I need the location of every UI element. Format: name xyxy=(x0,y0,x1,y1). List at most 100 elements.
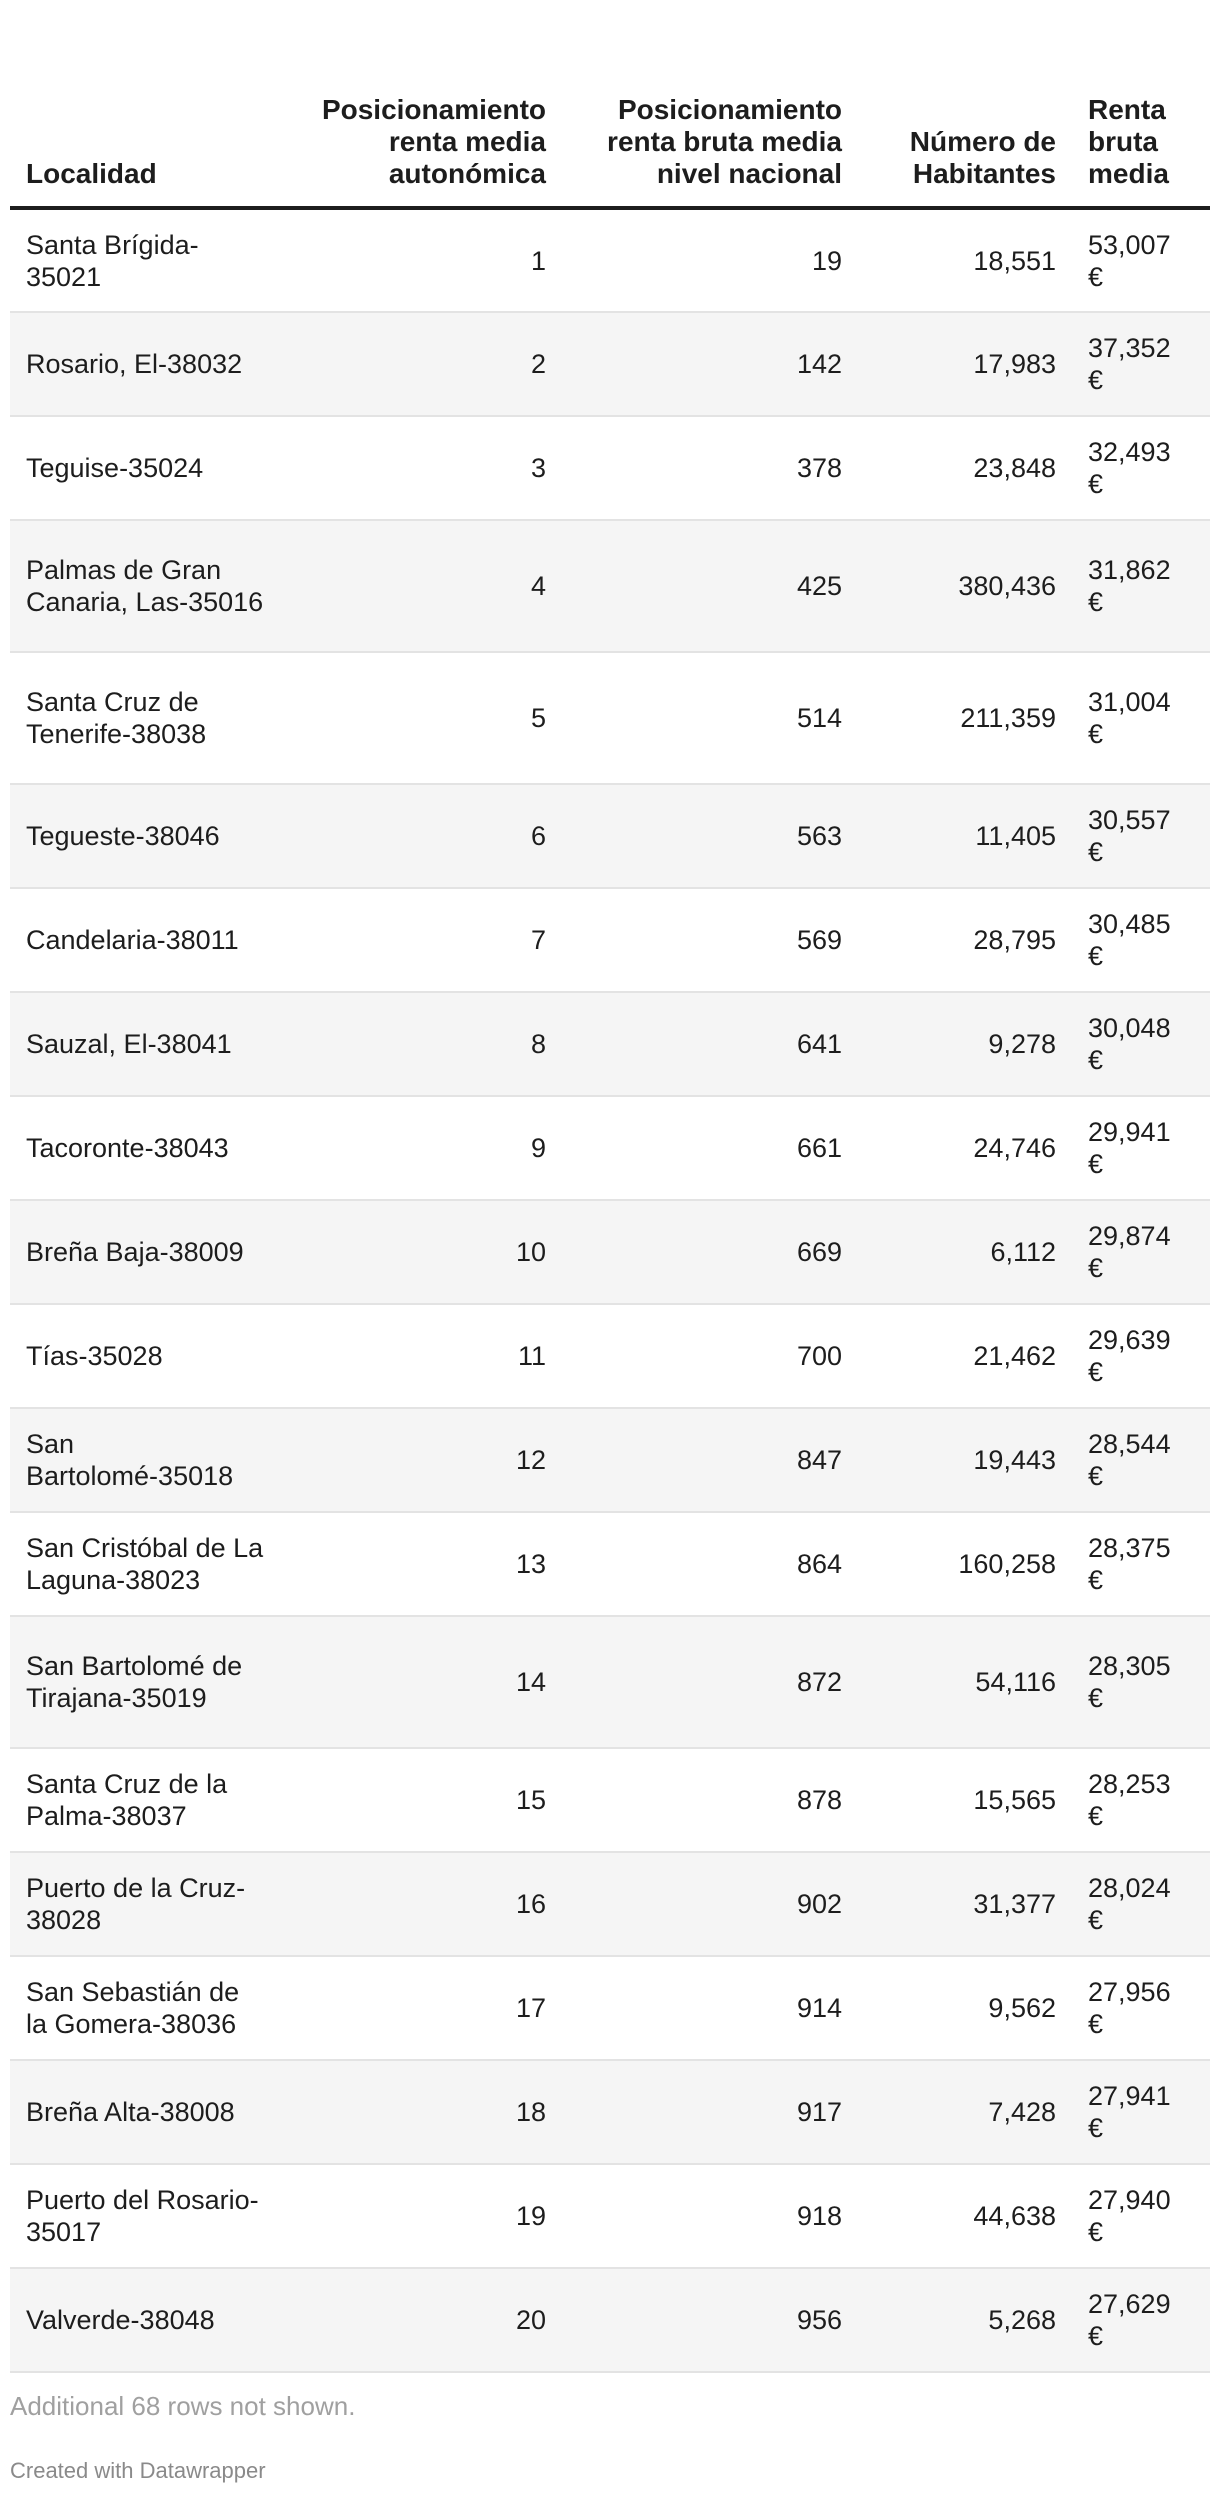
cell-localidad-text: Puerto de la Cruz-38028 xyxy=(26,1873,246,1935)
cell-localidad: Valverde-38048 xyxy=(10,2268,282,2372)
cell-pos-nacional: 918 xyxy=(796,2201,842,2231)
cell-renta-text: 27,629 € xyxy=(1088,2289,1171,2351)
cell-habitantes: 24,746 xyxy=(973,1133,1056,1163)
cell-localidad: Breña Alta-38008 xyxy=(10,2060,282,2164)
table-row: Sauzal, El-38041 8 641 9,278 30,048 € xyxy=(10,992,1210,1096)
cell-pos-autonomica: 12 xyxy=(515,1445,546,1475)
cell-localidad-text: San Bartolomé de Tirajana-35019 xyxy=(26,1651,243,1713)
header-row: Localidad Posicionamiento renta media au… xyxy=(10,0,1210,210)
cell-pos-autonomica: 1 xyxy=(530,245,546,276)
cell-pos-autonomica: 8 xyxy=(530,1029,546,1059)
cell-habitantes: 19,443 xyxy=(973,1445,1056,1475)
cell-pos-nacional: 902 xyxy=(796,1889,842,1919)
cell-renta: 30,485 € xyxy=(1072,888,1210,992)
column-header-pos-autonomica[interactable]: Posicionamiento renta media autonómica xyxy=(282,0,562,210)
cell-localidad: Tías-35028 xyxy=(10,1304,282,1408)
cell-localidad-text: Puerto del Rosario-35017 xyxy=(26,2185,259,2247)
cell-pos-autonomica: 15 xyxy=(515,1785,546,1815)
cell-localidad-text: Santa Brígida-35021 xyxy=(26,229,199,292)
table-row: San Bartolomé-35018 12 847 19,443 28,544 € xyxy=(10,1408,1210,1512)
column-header-localidad[interactable]: Localidad xyxy=(10,0,282,210)
cell-renta-text: 31,862 € xyxy=(1088,555,1171,617)
table-row: Teguise-35024 3 378 23,848 32,493 € xyxy=(10,416,1210,520)
cell-pos-nacional: 569 xyxy=(796,925,842,955)
cell-pos-nacional: 914 xyxy=(796,1993,842,2023)
table-row: Puerto del Rosario-35017 19 918 44,638 27,94… xyxy=(10,2164,1210,2268)
cell-localidad-text: Candelaria-38011 xyxy=(26,925,239,955)
cell-localidad-text: San Cristóbal de La Laguna-38023 xyxy=(26,1533,264,1595)
table-row: San Sebastián de la Gomera-38036 17 914 9,5… xyxy=(10,1956,1210,2060)
cell-pos-nacional: 847 xyxy=(796,1445,842,1475)
cell-renta-text: 28,253 € xyxy=(1088,1769,1171,1831)
cell-localidad-text: Santa Cruz de la Palma-38037 xyxy=(26,1769,228,1831)
cell-renta: 31,862 € xyxy=(1072,520,1210,652)
cell-renta: 30,557 € xyxy=(1072,784,1210,888)
table-container: Localidad Posicionamiento renta media au… xyxy=(10,0,1210,2484)
cell-renta: 37,352 € xyxy=(1072,312,1210,416)
cell-habitantes: 9,278 xyxy=(988,1029,1056,1059)
cell-localidad-text: Tegueste-38046 xyxy=(26,821,220,851)
cell-pos-autonomica: 5 xyxy=(530,703,546,733)
data-table: Localidad Posicionamiento renta media au… xyxy=(10,0,1210,2373)
cell-pos-autonomica: 10 xyxy=(515,1237,546,1267)
table-row: Tegueste-38046 6 563 11,405 30,557 € xyxy=(10,784,1210,888)
column-header-habitantes[interactable]: Número de Habitantes xyxy=(858,0,1072,210)
cell-habitantes: 211,359 xyxy=(960,703,1056,733)
cell-pos-autonomica: 13 xyxy=(515,1549,546,1579)
cell-pos-nacional: 661 xyxy=(796,1133,842,1163)
cell-localidad-text: Breña Alta-38008 xyxy=(26,2097,235,2127)
cell-pos-nacional: 425 xyxy=(796,571,842,601)
table-row: Puerto de la Cruz-38028 16 902 31,377 28,024… xyxy=(10,1852,1210,1956)
cell-renta-text: 30,485 € xyxy=(1088,909,1171,971)
cell-renta-text: 28,024 € xyxy=(1088,1873,1171,1935)
cell-renta: 27,941 € xyxy=(1072,2060,1210,2164)
table-body: Santa Brígida-35021 1 19 18,551 53,007 € Rosa… xyxy=(10,208,1210,2372)
cell-habitantes: 31,377 xyxy=(973,1889,1056,1919)
cell-localidad: Tacoronte-38043 xyxy=(10,1096,282,1200)
cell-renta-text: 30,557 € xyxy=(1088,805,1171,867)
cell-localidad: Candelaria-38011 xyxy=(10,888,282,992)
cell-localidad-text: Tías-35028 xyxy=(26,1341,163,1371)
cell-pos-autonomica: 18 xyxy=(515,2097,546,2127)
cell-pos-autonomica: 19 xyxy=(515,2201,546,2231)
cell-pos-nacional: 878 xyxy=(796,1785,842,1815)
cell-pos-autonomica: 14 xyxy=(515,1667,546,1697)
table-row: Palmas de Gran Canaria, Las-35016 4 425 380… xyxy=(10,520,1210,652)
cell-habitantes: 17,983 xyxy=(973,349,1056,379)
cell-renta-text: 27,940 € xyxy=(1088,2185,1171,2247)
cell-renta: 30,048 € xyxy=(1072,992,1210,1096)
cell-localidad: Breña Baja-38009 xyxy=(10,1200,282,1304)
cell-renta-text: 27,956 € xyxy=(1088,1977,1171,2039)
cell-renta-text: 28,544 € xyxy=(1088,1429,1171,1491)
table-row: Rosario, El-38032 2 142 17,983 37,352 € xyxy=(10,312,1210,416)
table-row: Candelaria-38011 7 569 28,795 30,485 € xyxy=(10,888,1210,992)
cell-renta-text: 29,639 € xyxy=(1088,1325,1171,1387)
table-row: Tacoronte-38043 9 661 24,746 29,941 € xyxy=(10,1096,1210,1200)
cell-renta-text: 28,305 € xyxy=(1088,1651,1171,1713)
cell-renta: 29,639 € xyxy=(1072,1304,1210,1408)
cell-localidad: Santa Brígida-35021 xyxy=(10,208,282,312)
cell-pos-autonomica: 3 xyxy=(530,453,546,483)
cell-pos-nacional: 700 xyxy=(796,1341,842,1371)
cell-localidad: Teguise-35024 xyxy=(10,416,282,520)
cell-habitantes: 11,405 xyxy=(975,821,1056,851)
cell-localidad: Tegueste-38046 xyxy=(10,784,282,888)
column-header-pos-nacional[interactable]: Posicionamiento renta bruta media nivel … xyxy=(562,0,858,210)
column-header-renta[interactable]: Renta bruta media xyxy=(1072,0,1210,210)
table-row: Valverde-38048 20 956 5,268 27,629 € xyxy=(10,2268,1210,2372)
cell-habitantes: 6,112 xyxy=(990,1237,1056,1267)
cell-localidad-text: Santa Cruz de Tenerife-38038 xyxy=(26,687,207,749)
cell-renta-text: 30,048 € xyxy=(1088,1013,1171,1075)
cell-renta: 29,941 € xyxy=(1072,1096,1210,1200)
cell-renta: 28,375 € xyxy=(1072,1512,1210,1616)
cell-localidad: Palmas de Gran Canaria, Las-35016 xyxy=(10,520,282,652)
table-row: Breña Alta-38008 18 917 7,428 27,941 € xyxy=(10,2060,1210,2164)
cell-habitantes: 9,562 xyxy=(988,1993,1056,2023)
cell-habitantes: 160,258 xyxy=(958,1549,1056,1579)
cell-pos-autonomica: 2 xyxy=(530,349,546,379)
cell-habitantes: 23,848 xyxy=(973,453,1056,483)
cell-pos-nacional: 872 xyxy=(796,1667,842,1697)
cell-pos-nacional: 563 xyxy=(796,821,842,851)
cell-localidad: San Bartolomé de Tirajana-35019 xyxy=(10,1616,282,1748)
cell-pos-nacional: 378 xyxy=(796,453,842,483)
